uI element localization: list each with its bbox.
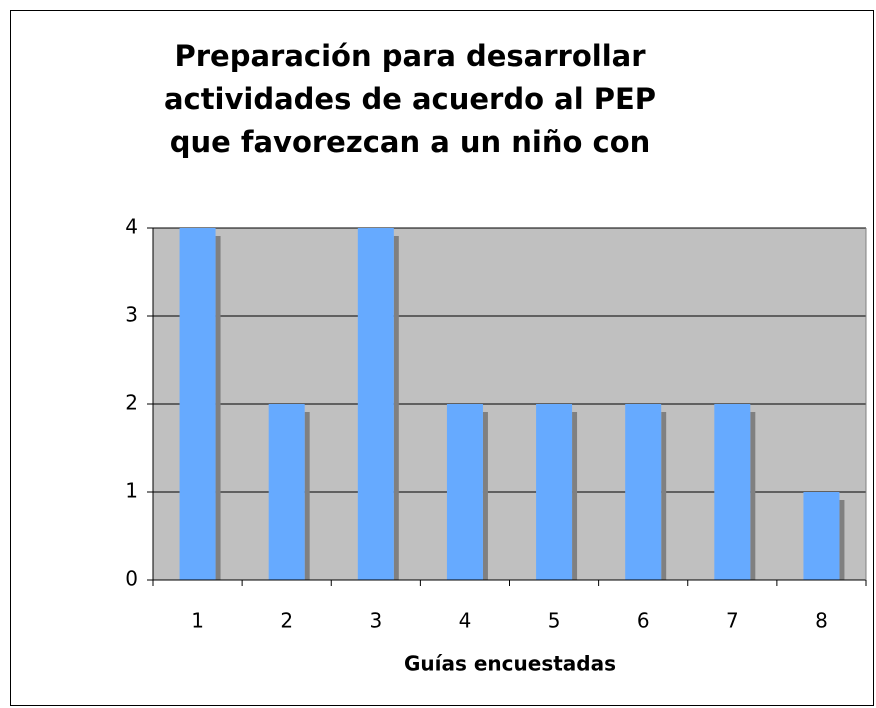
chart-title: Preparación para desarrollar — [174, 39, 646, 73]
bar — [179, 228, 216, 580]
bar-shadow — [839, 500, 845, 580]
chart-title: que favorezcan a un niño con — [170, 125, 651, 159]
bar — [625, 404, 662, 580]
x-tick-label: 5 — [548, 609, 561, 633]
bar — [446, 404, 483, 580]
bar-shadow — [572, 412, 578, 580]
bar-shadow — [393, 236, 399, 580]
bar — [714, 404, 751, 580]
x-axis-title: Guías encuestadas — [404, 652, 616, 676]
bar — [357, 228, 394, 580]
x-tick-label: 6 — [637, 609, 650, 633]
y-tick-label: 2 — [125, 391, 138, 415]
x-tick-label: 3 — [369, 609, 382, 633]
x-tick-label: 4 — [459, 609, 472, 633]
bar-shadow — [482, 412, 488, 580]
y-tick-label: 0 — [125, 567, 138, 591]
y-tick-label: 4 — [125, 215, 138, 239]
bar — [536, 404, 573, 580]
x-tick-label: 2 — [280, 609, 293, 633]
x-tick-label: 7 — [726, 609, 739, 633]
bar-shadow — [215, 236, 221, 580]
y-tick-label: 3 — [125, 303, 138, 327]
y-tick-label: 1 — [125, 479, 138, 503]
bar-shadow — [304, 412, 310, 580]
x-tick-label: 8 — [815, 609, 828, 633]
bar-shadow — [750, 412, 756, 580]
x-tick-label: 1 — [191, 609, 204, 633]
bar-shadow — [661, 412, 667, 580]
bar — [268, 404, 305, 580]
chart-title: actividades de acuerdo al PEP — [164, 82, 656, 116]
bar — [803, 492, 840, 580]
